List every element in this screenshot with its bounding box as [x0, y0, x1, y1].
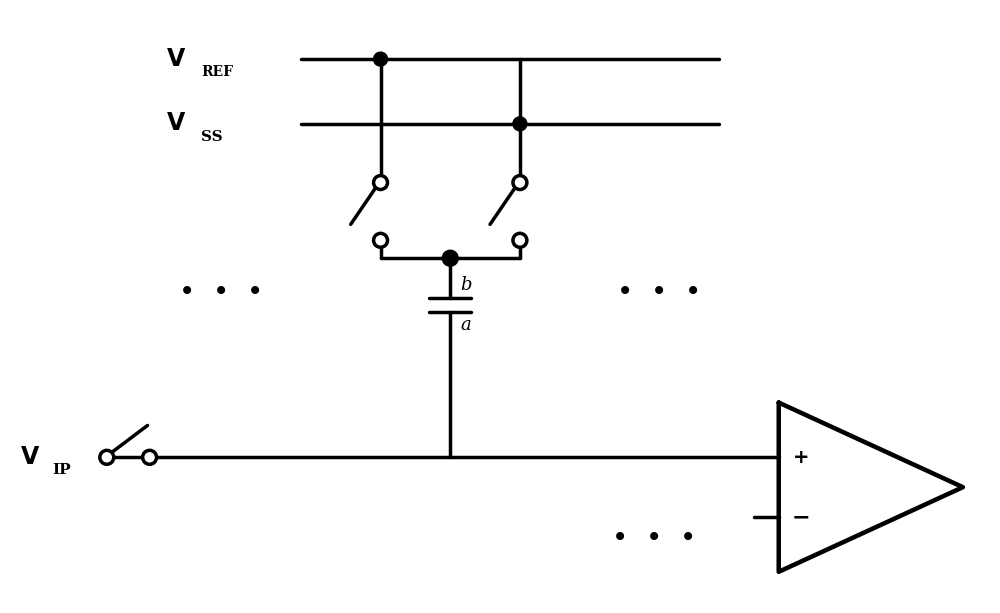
Text: $\mathbf{V}$: $\mathbf{V}$ [166, 112, 186, 135]
Text: a: a [460, 316, 471, 334]
Text: •  •  •: • • • [612, 527, 696, 554]
Circle shape [513, 175, 527, 189]
Text: +: + [792, 448, 809, 467]
Circle shape [513, 117, 527, 131]
Text: $\mathbf{V}$: $\mathbf{V}$ [20, 446, 40, 469]
Circle shape [374, 234, 388, 247]
Circle shape [513, 234, 527, 247]
Text: REF: REF [201, 65, 233, 79]
Circle shape [100, 451, 114, 464]
Text: b: b [460, 276, 472, 294]
Circle shape [143, 451, 157, 464]
Circle shape [374, 52, 388, 66]
Text: •  •  •: • • • [617, 280, 701, 306]
Text: −: − [791, 507, 810, 527]
Text: IP: IP [52, 463, 71, 478]
Text: $\mathbf{V}$: $\mathbf{V}$ [166, 48, 186, 70]
Text: •  •  •: • • • [179, 280, 263, 306]
Circle shape [374, 175, 388, 189]
Circle shape [442, 250, 458, 266]
Text: SS: SS [201, 130, 223, 144]
